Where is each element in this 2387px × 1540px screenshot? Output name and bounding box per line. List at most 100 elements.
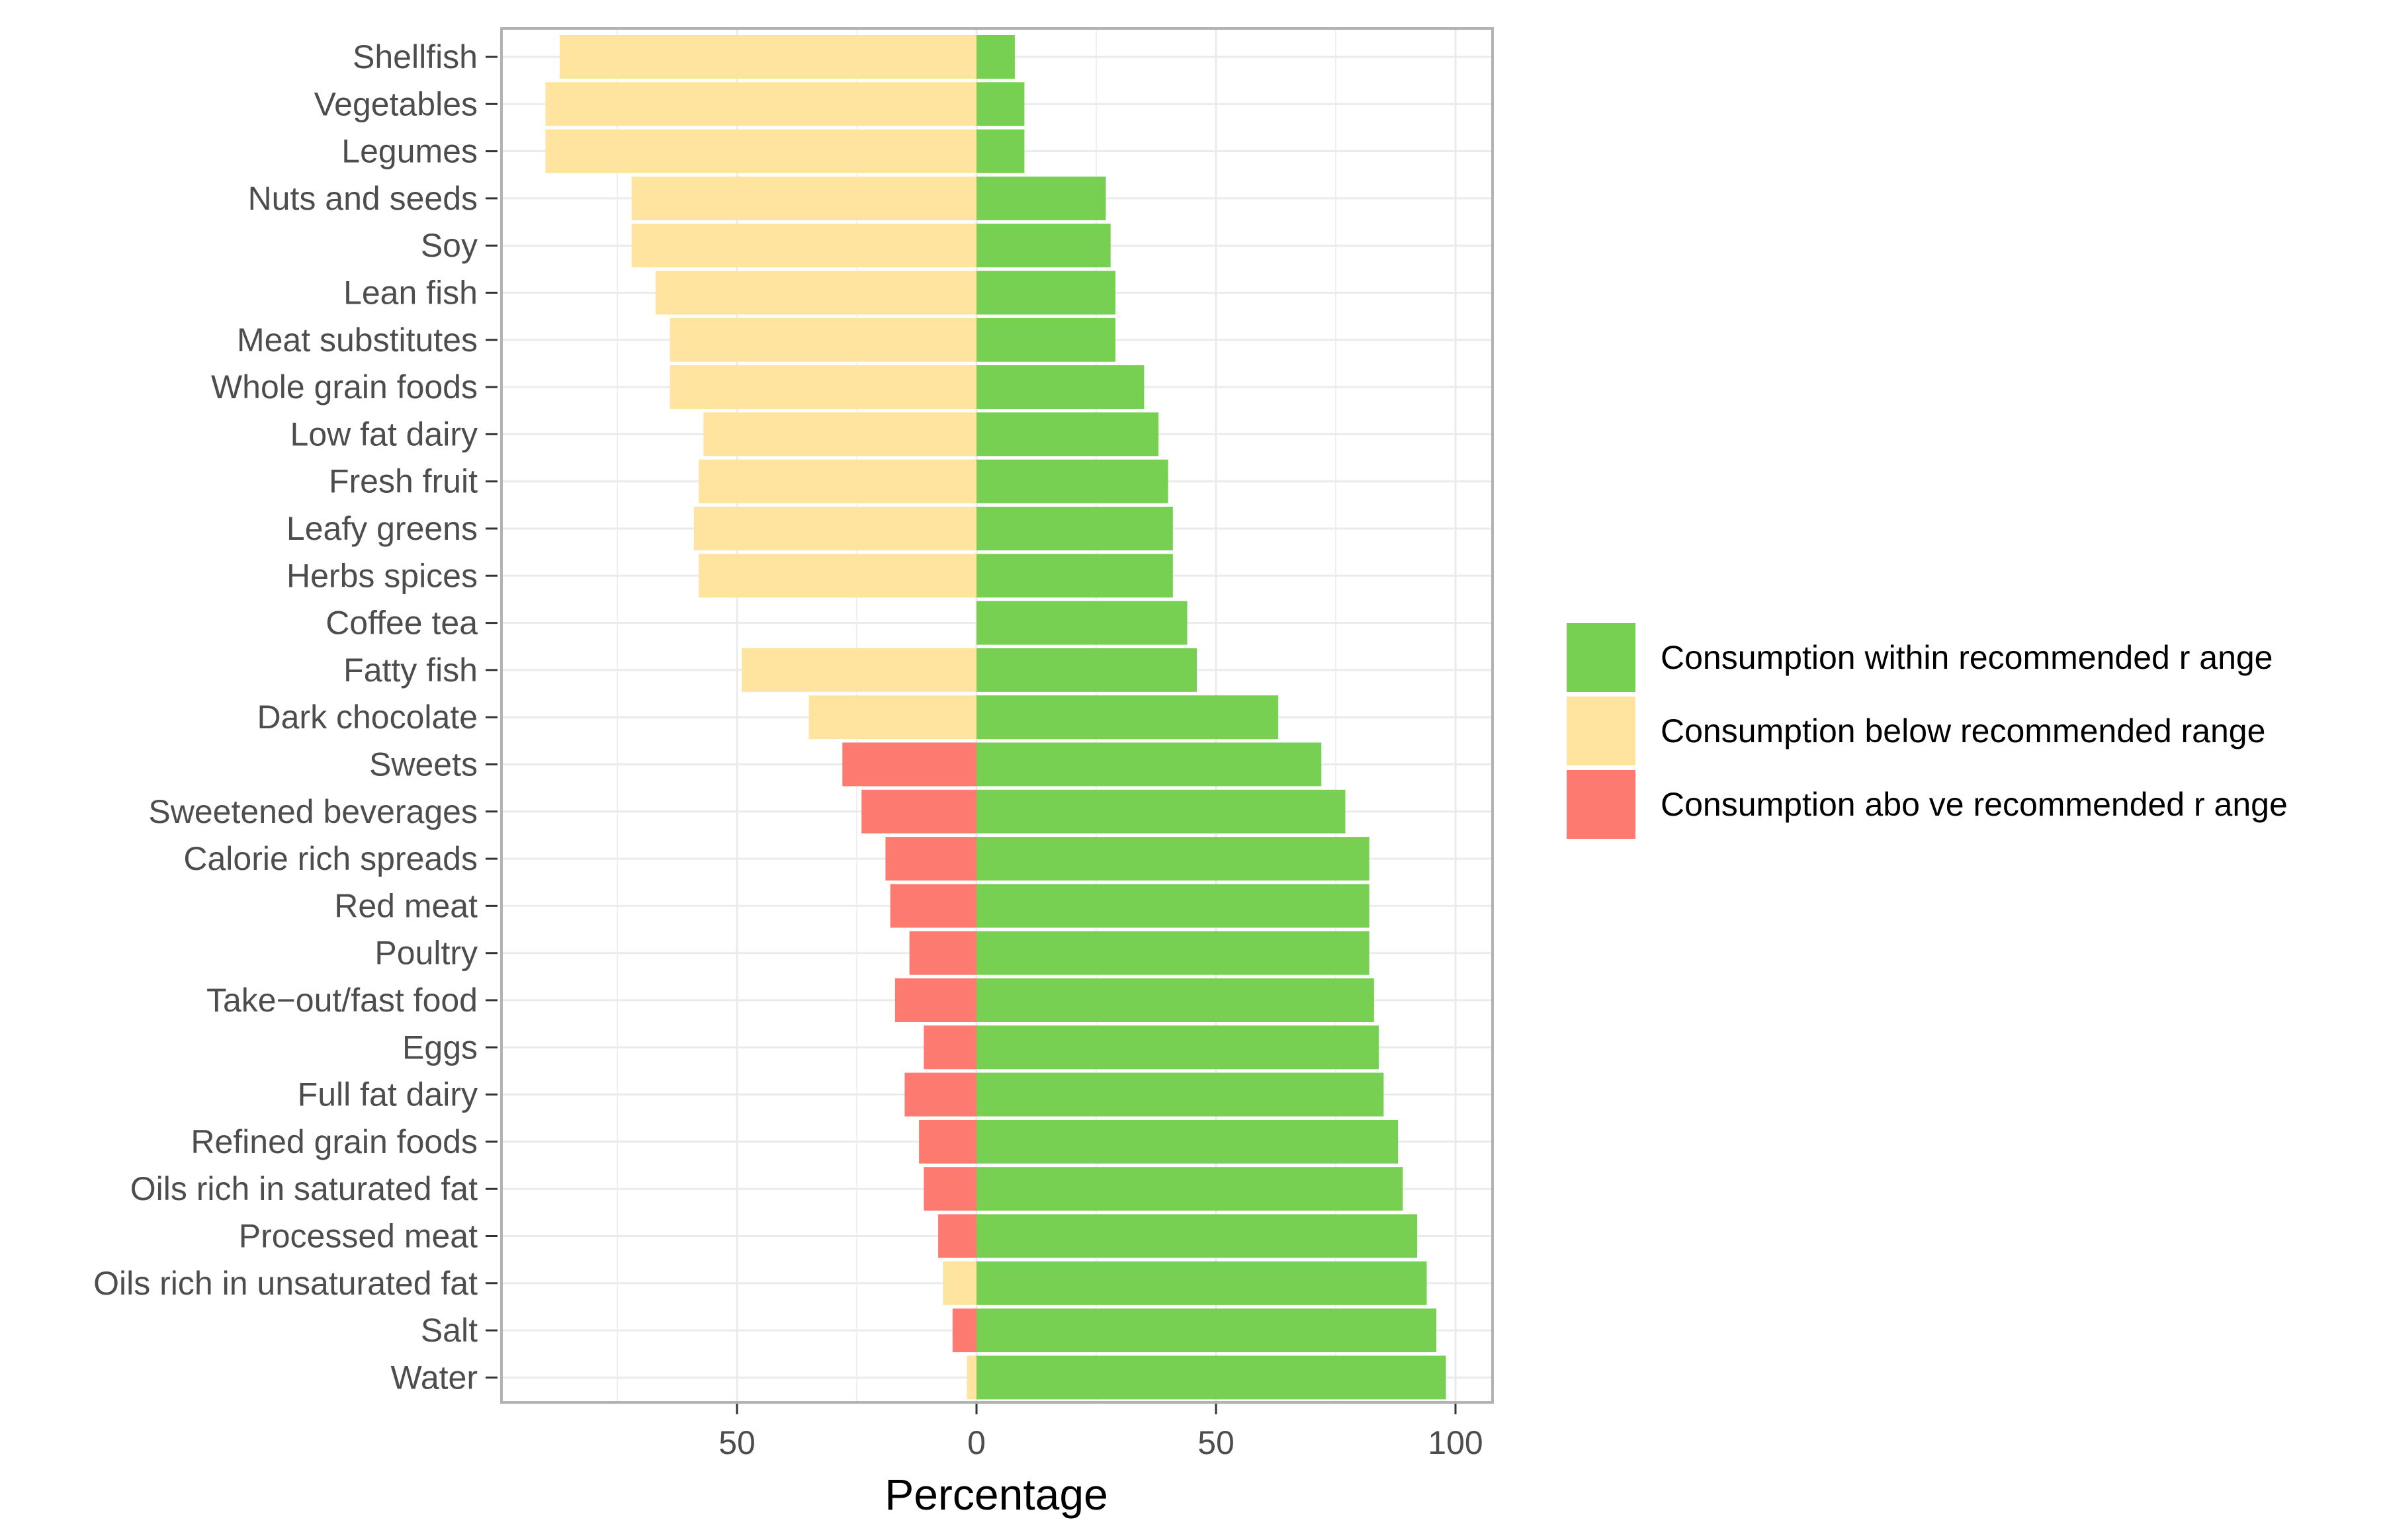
legend-key-above [1567, 770, 1635, 839]
x-axis-ticks: 50 0 50 100 [718, 1404, 1483, 1461]
category-labels: Shellfish Vegetables Legumes Nuts and seeds… [93, 38, 498, 1396]
bar-below [808, 695, 976, 740]
bar-within [976, 837, 1369, 881]
bar-below [742, 648, 976, 692]
bars [545, 35, 1446, 1400]
category-label: Salt [421, 1312, 478, 1349]
bar-within [976, 129, 1025, 173]
category-label: Nuts and seeds [248, 180, 478, 217]
bar-below [699, 459, 976, 503]
legend-key-within [1567, 623, 1635, 692]
category-label: Sweets [369, 746, 478, 783]
bar-above [894, 978, 976, 1022]
bar-within [976, 318, 1115, 362]
category-label: Shellfish [353, 38, 478, 75]
category-label: Take−out/fast food [206, 982, 478, 1019]
bar-above [938, 1214, 976, 1258]
bar-above [861, 789, 976, 834]
bar-within [976, 1308, 1437, 1353]
bar-within [976, 1072, 1384, 1117]
category-label: Vegetables [314, 85, 478, 122]
x-tick-label: 0 [967, 1424, 986, 1461]
x-tick-label: 50 [1197, 1424, 1235, 1461]
category-label: Dark chocolate [257, 699, 478, 736]
category-label: Herbs spices [286, 557, 478, 594]
bar-above [909, 931, 976, 975]
legend-label-below: Consumption below recommended range [1661, 712, 2265, 749]
bar-within [976, 978, 1374, 1022]
bar-above [890, 884, 976, 928]
category-label: Whole grain foods [211, 368, 478, 406]
bar-within [976, 507, 1173, 550]
bar-below [703, 412, 976, 456]
bar-within [976, 601, 1188, 645]
bar-below [670, 365, 976, 409]
bar-above [924, 1025, 976, 1070]
bar-below [631, 176, 976, 220]
bar-within [976, 271, 1115, 315]
legend-label-within: Consumption within recommended r ange [1661, 639, 2273, 676]
bar-above [904, 1072, 976, 1117]
bar-within [976, 884, 1369, 928]
bar-within [976, 82, 1025, 126]
category-label: Processed meat [239, 1218, 478, 1255]
category-label: Full fat dairy [298, 1076, 478, 1113]
category-label: Water [391, 1359, 478, 1396]
bar-below [693, 507, 976, 550]
x-axis-title: Percentage [885, 1470, 1108, 1519]
category-label: Legumes [341, 133, 478, 170]
category-label: Meat substitutes [237, 321, 478, 359]
category-label: Low fat dairy [290, 415, 478, 452]
bar-below [699, 554, 976, 598]
category-label: Poultry [374, 935, 478, 972]
category-label: Fresh fruit [329, 463, 478, 500]
panel-border [500, 27, 1494, 1404]
bar-above [952, 1308, 976, 1353]
bar-below [655, 271, 976, 315]
bar-within [976, 224, 1111, 268]
category-label: Sweetened beverages [148, 793, 478, 830]
bar-below [560, 35, 976, 79]
bar-within [976, 648, 1197, 692]
legend-key-below [1567, 697, 1635, 765]
bar-below [943, 1261, 976, 1305]
x-tick-label: 50 [718, 1424, 756, 1461]
bar-within [976, 554, 1173, 598]
category-label: Soy [421, 227, 478, 264]
category-label: Fatty fish [343, 652, 478, 689]
bar-above [919, 1119, 976, 1164]
category-label: Leafy greens [286, 510, 478, 547]
legend-label-above: Consumption abo ve recommended r ange [1661, 786, 2288, 823]
bar-within [976, 931, 1369, 975]
bar-within [976, 1119, 1399, 1164]
bar-above [842, 742, 976, 787]
x-tick-label: 100 [1428, 1424, 1483, 1461]
bar-below [545, 129, 976, 173]
category-label: Oils rich in unsaturated fat [93, 1265, 478, 1302]
category-label: Eggs [402, 1029, 478, 1066]
legend: Consumption within recommended r ange Con… [1567, 623, 2288, 839]
bar-within [976, 1355, 1446, 1400]
category-label: Red meat [334, 887, 478, 924]
bar-within [976, 1261, 1427, 1305]
category-label: Calorie rich spreads [183, 840, 478, 877]
category-label: Oils rich in saturated fat [130, 1170, 478, 1207]
bar-within [976, 789, 1346, 834]
bar-within [976, 412, 1159, 456]
bar-within [976, 1214, 1418, 1258]
bar-within [976, 1167, 1403, 1211]
bar-within [976, 176, 1106, 220]
bar-below [967, 1355, 976, 1400]
bar-within [976, 365, 1145, 409]
category-label: Lean fish [343, 275, 478, 312]
bar-within [976, 35, 1015, 79]
bar-below [545, 82, 976, 126]
bar-above [885, 837, 976, 881]
bar-above [924, 1167, 976, 1211]
bar-below [670, 318, 976, 362]
bar-within [976, 1025, 1379, 1070]
bar-below [631, 224, 976, 268]
category-label: Coffee tea [326, 605, 478, 642]
bar-within [976, 742, 1322, 787]
